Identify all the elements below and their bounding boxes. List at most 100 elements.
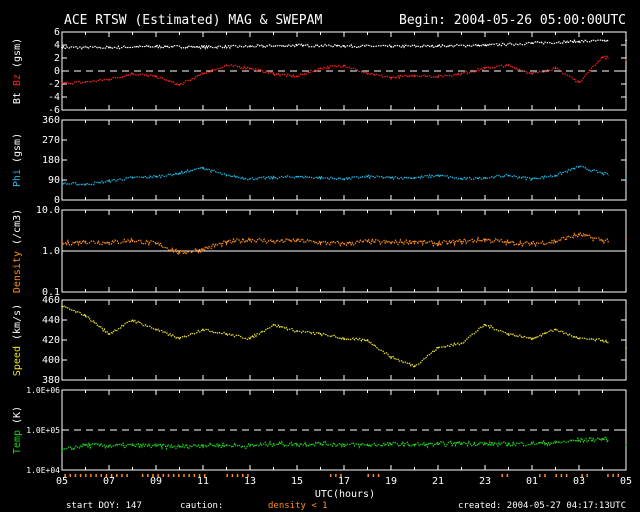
data-point [531,42,533,45]
data-point [296,175,298,178]
data-point [413,240,416,243]
y-tick-label: 270 [42,135,60,146]
data-point [554,67,557,70]
caution-marker [141,474,144,477]
y-axis-label: Phi (gsm) [12,133,23,187]
y-tick-label: 0 [54,66,60,77]
caution-marker [178,474,180,477]
data-point [484,238,486,241]
series-line [61,55,609,86]
data-point [249,45,251,48]
data-point [249,67,251,70]
caution-marker [340,474,342,477]
caution-marker [69,474,72,477]
data-point [178,445,181,448]
data-point [507,174,510,177]
data-point [108,180,110,183]
data-point [343,337,345,340]
caution-marker [367,474,369,477]
data-point [108,445,110,447]
data-point [601,437,604,440]
x-tick-label: 07 [103,476,115,487]
caution-marker [110,474,113,477]
y-axis-label-part: Bz [12,74,23,92]
data-point [131,176,134,179]
y-tick-label: -6 [48,105,60,116]
y-tick-label: 1.0 [42,246,60,257]
y-axis-label-part: (K) [12,406,23,430]
y-axis-label-part: (gsm) [12,133,23,169]
data-point [437,45,439,47]
data-point [249,177,251,180]
y-axis-label-part: Speed [12,346,23,376]
data-point [319,67,322,70]
y-axis-label: Bt Bz (gsm) [12,38,23,104]
y-axis-label-part: Bt [12,92,23,104]
data-point [296,239,298,242]
caution-marker [188,474,190,477]
series-line [61,436,609,452]
data-point [202,46,204,48]
data-point [225,174,228,177]
series-line [61,165,609,187]
x-tick-label: 17 [338,476,350,487]
x-tick-label: 19 [385,476,397,487]
data-point [202,72,204,75]
series-line [61,38,609,50]
data-point [272,176,275,179]
data-point [131,444,134,447]
data-point [343,64,345,67]
y-tick-label: 180 [42,155,60,166]
data-point [437,346,439,349]
data-point [460,177,463,180]
data-point [601,56,604,58]
data-point [178,172,181,175]
data-point [155,242,157,245]
y-tick-label: 4 [54,40,60,51]
data-point [625,238,627,241]
data-point [108,241,110,244]
caution-marker [90,474,92,477]
data-point [202,248,204,251]
data-point [61,182,63,185]
caution-marker [147,474,149,477]
y-tick-label: 400 [42,355,60,366]
data-point [578,439,580,442]
caution-marker [247,474,249,477]
data-point [249,238,251,241]
data-point [155,175,157,178]
data-point [413,365,416,368]
data-point [484,44,486,47]
data-point [249,445,251,447]
caution-marker [560,474,563,477]
caution-marker [116,474,118,477]
data-point [531,177,533,180]
caution-marker [152,474,154,477]
y-tick-label: 380 [42,375,60,386]
y-axis-label-part: (/cm3) [12,209,23,251]
data-point [61,46,63,49]
data-point [601,239,604,242]
data-point [272,240,275,243]
data-point [131,239,134,242]
data-point [155,75,157,78]
caution-marker [329,474,332,477]
data-point [343,242,345,245]
begin-time: Begin: 2004-05-26 05:00:00UTC [399,13,626,28]
y-axis-label-part: Phi [12,169,23,187]
caution-marker [377,474,380,477]
caution-marker [105,474,108,477]
data-point [178,84,181,86]
caution-marker [231,474,234,477]
caution-marker [198,474,201,477]
caution-marker [555,474,557,477]
data-point [131,319,134,322]
data-point [225,241,228,244]
panel-frame [61,119,627,201]
data-point [343,443,345,446]
data-point [155,445,157,447]
y-axis-label: Speed (km/s) [12,304,23,376]
x-tick-label: 01 [526,476,538,487]
data-point [319,442,322,445]
data-point [202,328,204,331]
